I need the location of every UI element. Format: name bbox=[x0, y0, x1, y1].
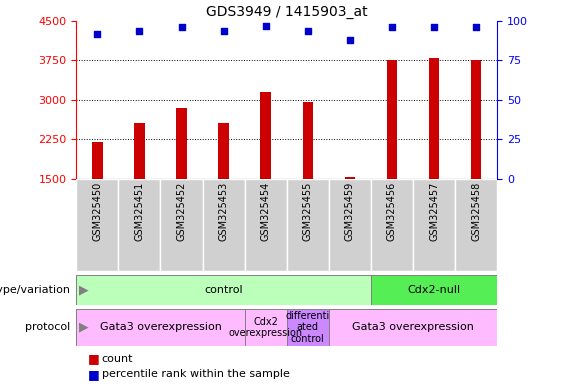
Bar bbox=[202, 179, 245, 271]
Text: Gata3 overexpression: Gata3 overexpression bbox=[352, 322, 474, 333]
Title: GDS3949 / 1415903_at: GDS3949 / 1415903_at bbox=[206, 5, 368, 19]
Text: protocol: protocol bbox=[25, 322, 71, 333]
Text: ▶: ▶ bbox=[79, 283, 89, 296]
Bar bbox=[287, 309, 329, 346]
Bar bbox=[302, 103, 313, 179]
Bar bbox=[287, 179, 329, 271]
Bar bbox=[371, 179, 413, 271]
Bar bbox=[413, 179, 455, 271]
Bar bbox=[176, 108, 187, 179]
Text: differenti
ated
control: differenti ated control bbox=[286, 311, 330, 344]
Bar bbox=[329, 309, 497, 346]
Text: GSM325459: GSM325459 bbox=[345, 181, 355, 240]
Text: Cdx2
overexpression: Cdx2 overexpression bbox=[229, 316, 303, 338]
Text: control: control bbox=[205, 285, 243, 295]
Point bbox=[472, 24, 481, 30]
Bar bbox=[329, 179, 371, 271]
Text: GSM325457: GSM325457 bbox=[429, 181, 439, 241]
Point bbox=[177, 24, 186, 30]
Point bbox=[345, 37, 354, 43]
Text: count: count bbox=[102, 354, 133, 364]
Bar bbox=[134, 124, 145, 179]
Bar bbox=[345, 177, 355, 179]
Text: GSM325451: GSM325451 bbox=[134, 181, 145, 240]
Point bbox=[135, 28, 144, 34]
Bar bbox=[76, 275, 371, 305]
Bar bbox=[245, 309, 287, 346]
Text: Cdx2-null: Cdx2-null bbox=[407, 285, 460, 295]
Text: genotype/variation: genotype/variation bbox=[0, 285, 71, 295]
Text: GSM325450: GSM325450 bbox=[92, 181, 102, 240]
Text: Gata3 overexpression: Gata3 overexpression bbox=[99, 322, 221, 333]
Text: GSM325453: GSM325453 bbox=[219, 181, 229, 240]
Text: percentile rank within the sample: percentile rank within the sample bbox=[102, 369, 290, 379]
Point bbox=[261, 23, 270, 29]
Bar bbox=[76, 309, 245, 346]
Bar bbox=[92, 142, 103, 179]
Point bbox=[388, 24, 397, 30]
Bar bbox=[429, 58, 440, 179]
Bar bbox=[160, 179, 202, 271]
Text: GSM325454: GSM325454 bbox=[260, 181, 271, 240]
Point bbox=[303, 28, 312, 34]
Text: ■: ■ bbox=[88, 353, 99, 366]
Bar bbox=[245, 179, 287, 271]
Bar bbox=[471, 61, 481, 179]
Text: GSM325458: GSM325458 bbox=[471, 181, 481, 240]
Text: ■: ■ bbox=[88, 368, 99, 381]
Point bbox=[219, 28, 228, 34]
Bar bbox=[218, 124, 229, 179]
Point bbox=[93, 31, 102, 37]
Bar bbox=[386, 61, 397, 179]
Text: ▶: ▶ bbox=[79, 321, 89, 334]
Bar bbox=[76, 179, 119, 271]
Point bbox=[429, 24, 438, 30]
Bar bbox=[455, 179, 497, 271]
Bar bbox=[119, 179, 160, 271]
Text: GSM325456: GSM325456 bbox=[387, 181, 397, 240]
Text: GSM325452: GSM325452 bbox=[176, 181, 186, 241]
Text: GSM325455: GSM325455 bbox=[303, 181, 313, 241]
Bar bbox=[260, 92, 271, 179]
Bar bbox=[371, 275, 497, 305]
